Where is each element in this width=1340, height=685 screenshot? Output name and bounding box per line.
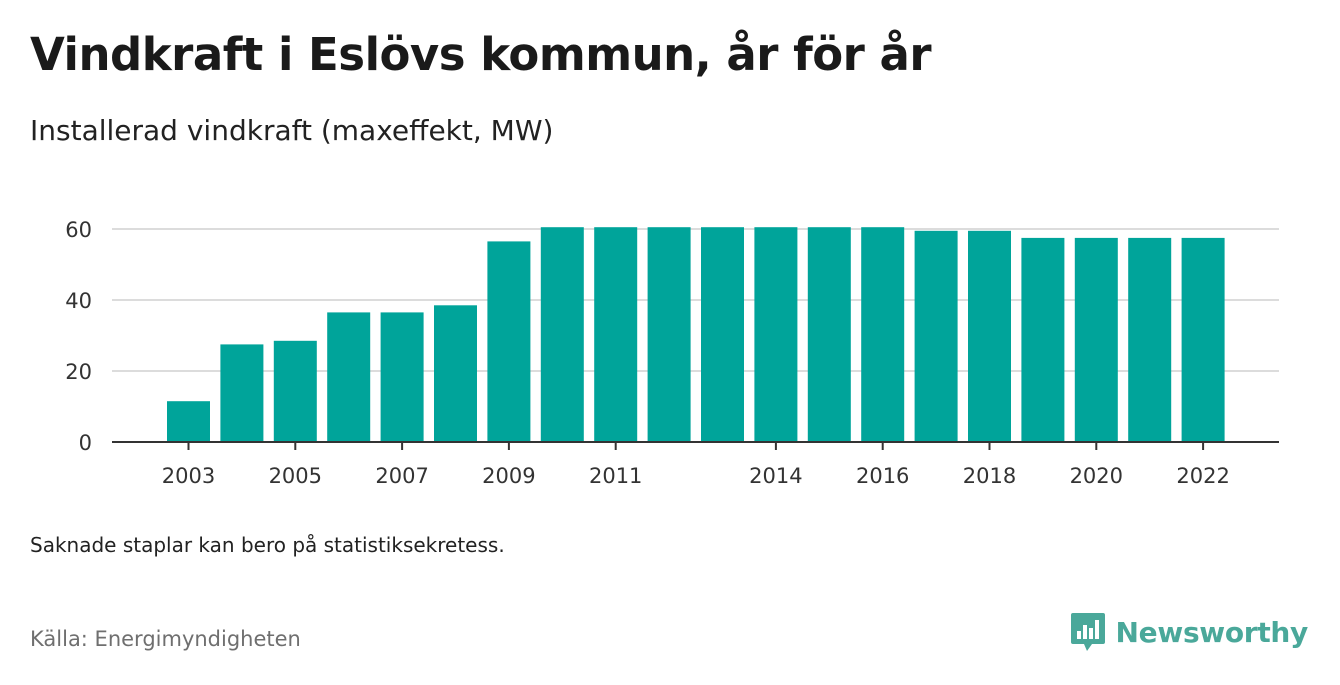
bar-chart: 0 20 40 60 2003 2005 2007 2009 2011 2014 2016 2018… (65, 218, 1279, 488)
y-tick-label: 0 (79, 431, 92, 455)
bar-2014 (754, 227, 798, 442)
source-credit: Källa: Energimyndigheten (30, 627, 301, 651)
chart-subtitle: Installerad vindkraft (maxeffekt, MW) (30, 114, 554, 147)
bar-2005 (273, 340, 317, 442)
bar-2020 (1074, 237, 1118, 442)
x-tick-label: 2007 (375, 464, 428, 488)
newsworthy-logo-icon (1070, 613, 1105, 651)
bar-2010 (540, 227, 584, 442)
bar-2003 (167, 401, 210, 442)
bar-2019 (1021, 237, 1065, 442)
bar-2004 (220, 344, 264, 442)
x-tick-label: 2016 (856, 464, 909, 488)
bar-2007 (380, 312, 424, 442)
bar-2012 (647, 227, 691, 442)
x-tick-label: 2022 (1176, 464, 1229, 488)
bar-2013 (701, 227, 744, 442)
bar-2018 (968, 230, 1011, 442)
bar-2006 (327, 312, 371, 442)
x-tick-label: 2003 (162, 464, 215, 488)
bar-2017 (914, 230, 958, 442)
y-tick-label: 20 (65, 360, 92, 384)
bar-2016 (861, 227, 905, 442)
newsworthy-brand: Newsworthy (1070, 611, 1308, 653)
x-tick-label: 2018 (963, 464, 1016, 488)
bar-2009 (487, 241, 531, 442)
footnote: Saknade staplar kan bero på statistiksek… (30, 533, 505, 557)
bar-2015 (807, 227, 851, 442)
x-tick-label: 2009 (482, 464, 535, 488)
brand-name: Newsworthy (1115, 615, 1309, 649)
x-tick-label: 2011 (589, 464, 642, 488)
x-tick-label: 2020 (1070, 464, 1123, 488)
bar-2008 (434, 305, 477, 442)
chart-title: Vindkraft i Eslövs kommun, år för år (30, 28, 932, 81)
bar-2022 (1181, 237, 1225, 442)
y-tick-label: 60 (65, 218, 92, 242)
bar-2021 (1128, 237, 1172, 442)
x-tick-label: 2005 (269, 464, 322, 488)
bar-2011 (594, 227, 638, 442)
x-tick-label: 2014 (749, 464, 802, 488)
y-tick-label: 40 (65, 289, 92, 313)
